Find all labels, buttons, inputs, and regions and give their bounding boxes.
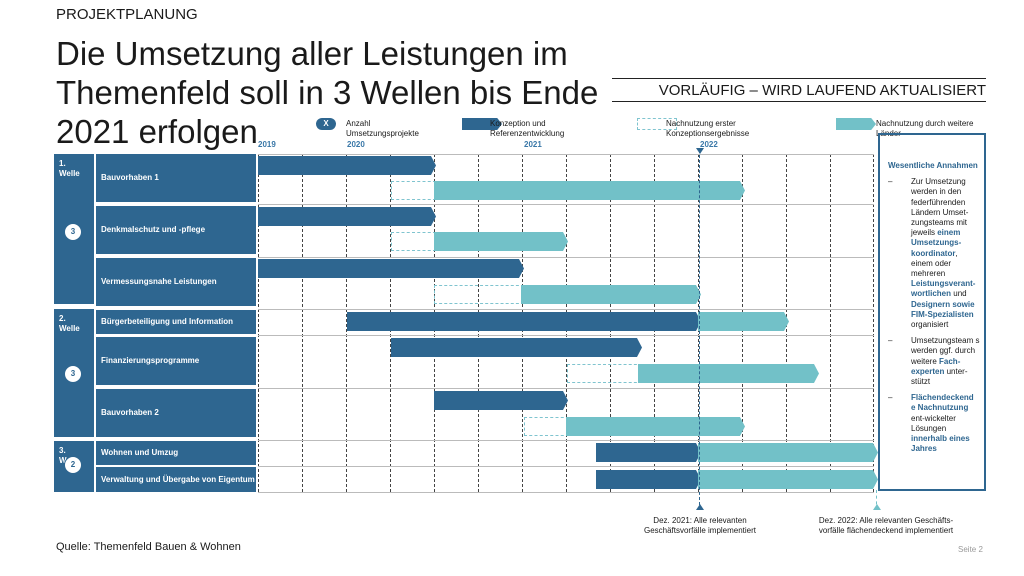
milestone-line-2022 [876, 490, 877, 510]
row-divider [258, 492, 874, 493]
year-label: 2020 [347, 140, 365, 149]
legend-reuse-other-swatch [836, 118, 876, 130]
assumption-highlight: Leistungsverant-wortlichen [911, 279, 976, 299]
legend-reuse-first-label: Nachnutzung erster Konzeptionsergebnisse [666, 119, 750, 138]
assumption-text: ent-wickelter Lösungen [911, 413, 956, 433]
grid-line [346, 154, 347, 492]
row-label: Finanzierungsprogramme [96, 337, 256, 385]
year-label: 2022 [700, 140, 718, 149]
milestone-note-2021: Dez. 2021: Alle relevanten Geschäftsvorf… [643, 516, 757, 535]
reuse-first-bar [567, 364, 642, 383]
year-label: 2021 [524, 140, 542, 149]
milestone-line-2021 [699, 150, 700, 510]
year-label: 2019 [258, 140, 276, 149]
conception-bar [347, 312, 701, 331]
reuse-other-bar [638, 364, 819, 383]
assumption-text: organisiert [911, 320, 949, 330]
row-label: Denkmalschutz und -pflege [96, 206, 256, 254]
assumption-highlight: Fach-experten [911, 356, 961, 376]
milestone-note-2022: Dez. 2022: Alle relevanten Geschäfts-vor… [818, 516, 954, 535]
assumptions-box: Wesentliche Annahmen Zur Umsetzung werde… [878, 133, 986, 491]
wave-1-block: 1. Welle 3 [54, 154, 94, 304]
wave-label: 2. Welle [59, 314, 80, 333]
assumption-text: Umsetzungsteam s werden ggf. durch weite… [911, 336, 980, 366]
row-divider [258, 440, 874, 441]
reuse-first-bar [434, 285, 524, 304]
milestone-triangle-icon [696, 504, 704, 510]
grid-line [258, 154, 259, 492]
conception-bar [258, 156, 436, 175]
reuse-other-bar [566, 417, 745, 436]
wave-label: 3. W [59, 446, 67, 465]
row-divider [258, 309, 874, 310]
legend-reuse-first-swatch [637, 118, 677, 130]
assumption-item: Flächendeckend e Nachnutzung ent-wickelt… [888, 393, 980, 454]
row-label: Wohnen und Umzug [96, 441, 256, 465]
milestone-triangle-icon [696, 148, 704, 154]
reuse-first-bar [391, 181, 436, 200]
grid-line [302, 154, 303, 492]
reuse-other-bar [434, 181, 745, 200]
assumptions-heading: Wesentliche Annahmen [888, 161, 978, 170]
conception-bar [391, 338, 642, 357]
assumption-highlight: innerhalb eines Jahres [911, 434, 970, 454]
wave-label: 1. Welle [59, 159, 80, 178]
grid-line [873, 154, 874, 492]
grid-line [830, 154, 831, 492]
project-count-badge: 3 [64, 223, 82, 241]
row-divider [258, 154, 874, 155]
row-label: Bauvorhaben 2 [96, 389, 256, 437]
reuse-other-bar [698, 312, 789, 331]
kicker: PROJEKTPLANUNG [56, 6, 198, 23]
reuse-other-bar [521, 285, 701, 304]
assumption-text: , einem oder mehreren [911, 248, 958, 279]
row-divider [258, 204, 874, 205]
source-note: Quelle: Themenfeld Bauen & Wohnen [56, 541, 241, 553]
row-label: Verwaltung und Übergabe von Eigentum [96, 467, 256, 492]
reuse-first-bar [524, 417, 569, 436]
legend-count-label: Anzahl Umsetzungsprojekte [346, 119, 419, 138]
reuse-other-bar [698, 443, 878, 462]
status-stamp: VORLÄUFIG – WIRD LAUFEND AKTUALISIERT [612, 78, 986, 102]
conception-bar [596, 470, 701, 489]
assumption-highlight: Designern sowie FIM-Spezialisten [911, 299, 975, 319]
row-divider [258, 335, 874, 336]
project-count-badge: 2 [64, 456, 82, 474]
reuse-first-bar [391, 232, 436, 251]
assumption-highlight: einem Umsetzungs-koordinator [911, 228, 962, 258]
conception-bar [596, 443, 701, 462]
assumption-text: Zur Umsetzung werden in den federführend… [911, 177, 969, 238]
slide-title: Die Umsetzung aller Leistungen im Themen… [56, 35, 599, 150]
conception-bar [258, 207, 436, 226]
reuse-other-bar [698, 470, 878, 489]
row-label: Vermessungsnahe Leistungen [96, 258, 256, 306]
assumption-text: unter-stützt [911, 366, 968, 387]
row-divider [258, 257, 874, 258]
row-label: Bürgerbeteiligung und Information [96, 310, 256, 334]
project-count-badge: 3 [64, 365, 82, 383]
milestone-triangle-icon [873, 504, 881, 510]
legend-conception-label: Konzeption und Referenzentwicklung [490, 119, 565, 138]
wave-3-block: 3. W 2 [54, 441, 94, 492]
conception-bar [258, 259, 524, 278]
legend-conception-swatch [462, 118, 502, 130]
assumption-highlight: Flächendeckend e Nachnutzung [911, 393, 974, 413]
conception-bar [434, 391, 568, 410]
assumption-item: Zur Umsetzung werden in den federführend… [888, 177, 980, 330]
assumption-text: und [951, 289, 967, 299]
assumption-item: Umsetzungsteam s werden ggf. durch weite… [888, 336, 980, 387]
row-divider [258, 388, 874, 389]
legend-count-badge: X [316, 118, 336, 130]
reuse-other-bar [434, 232, 568, 251]
row-label: Bauvorhaben 1 [96, 154, 256, 202]
row-divider [258, 466, 874, 467]
page-number: Seite 2 [958, 545, 983, 554]
wave-2-block: 2. Welle 3 [54, 309, 94, 437]
